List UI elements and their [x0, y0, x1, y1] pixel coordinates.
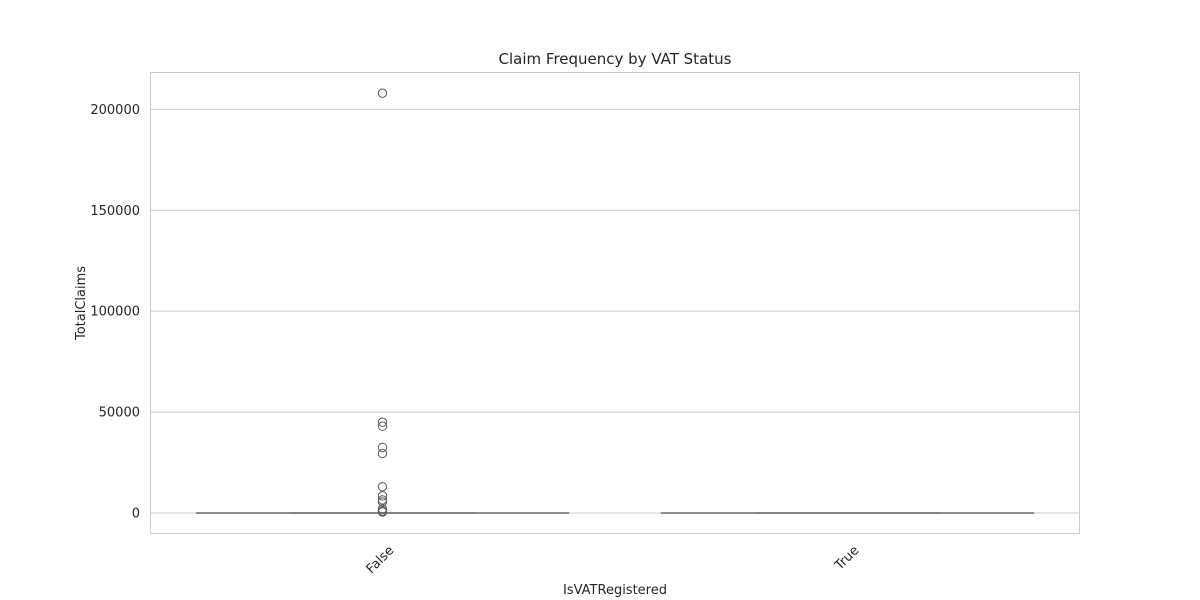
plot-background [150, 72, 1080, 534]
outlier-point [377, 507, 388, 517]
outliers [377, 88, 388, 517]
outlier-point [377, 448, 388, 459]
outlier-point [377, 497, 388, 507]
y-tick-label: 150000 [90, 204, 140, 219]
x-tick-label: False [364, 543, 398, 577]
x-axis-ticks: False True [364, 543, 863, 577]
y-tick-label: 200000 [90, 103, 140, 118]
outlier-point [377, 417, 388, 427]
x-tick-label: True [831, 543, 862, 574]
outlier-point [377, 88, 388, 98]
outlier-point [377, 482, 388, 492]
outlier-point [377, 421, 388, 431]
y-tick-label: 100000 [90, 305, 140, 320]
outlier-point [377, 442, 388, 453]
y-tick-label: 0 [132, 507, 140, 522]
outlier-point [377, 491, 388, 501]
y-tick-label: 50000 [99, 406, 140, 421]
y-axis-label: TotalClaims [74, 266, 89, 341]
plot-frame [150, 72, 1080, 534]
chart-title: Claim Frequency by VAT Status [499, 50, 732, 68]
y-axis-ticks: 0 50000 100000 150000 200000 [90, 103, 140, 522]
x-axis-label: IsVATRegistered [563, 583, 667, 598]
